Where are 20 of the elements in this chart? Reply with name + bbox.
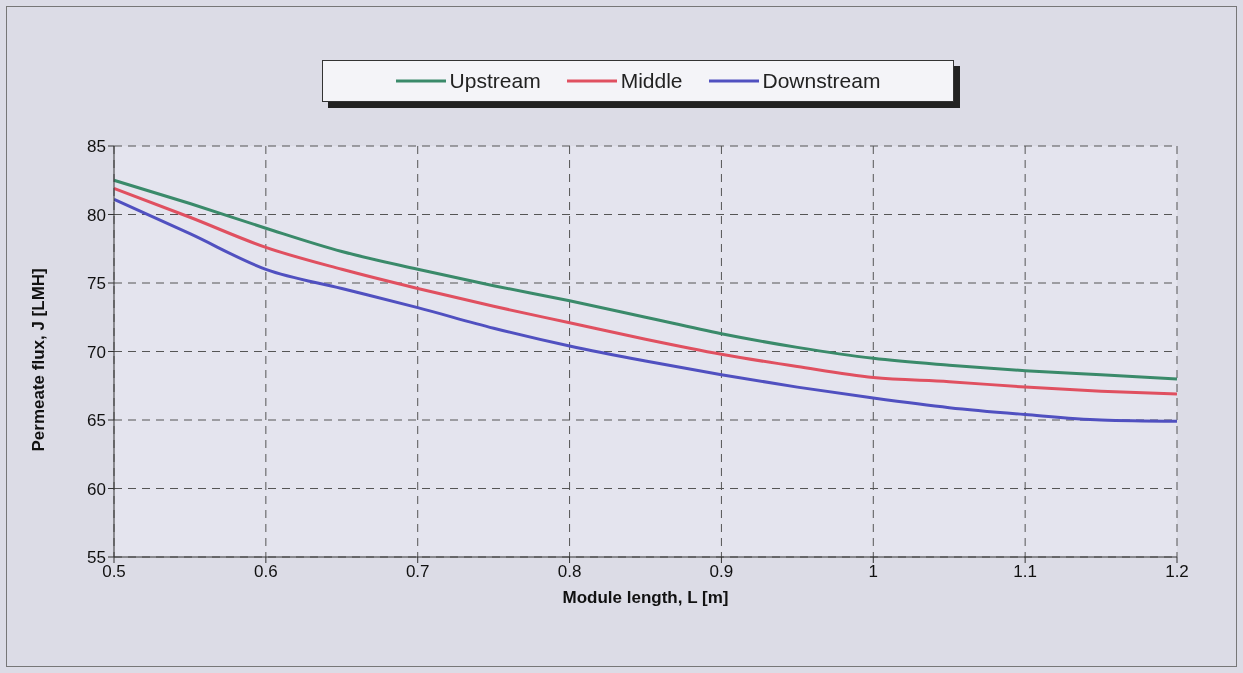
- x-tick-label: 0.7: [405, 562, 430, 582]
- legend-label: Downstream: [762, 69, 881, 93]
- y-tick-label: 85: [87, 137, 106, 157]
- x-tick-label: 0.9: [709, 562, 734, 582]
- x-axis-title: Module length, L [m]: [562, 588, 729, 607]
- x-tick-label: 1.1: [1013, 562, 1037, 582]
- legend-label: Middle: [620, 69, 683, 93]
- y-axis-title: Permeate flux, J [LMH]: [29, 268, 49, 452]
- x-tick-label: 0.5: [102, 562, 126, 582]
- line-series: [114, 197, 1177, 423]
- x-tick-label: 0.8: [557, 562, 582, 582]
- y-tick-label: 60: [87, 479, 106, 499]
- y-tick-label: 70: [87, 342, 106, 362]
- x-tick-label: 0.6: [254, 562, 278, 582]
- y-tick-label: 75: [87, 274, 106, 294]
- x-tick-label: 1.2: [1165, 562, 1189, 582]
- legend-label: Upstream: [449, 69, 541, 93]
- x-tick-label: 1: [868, 562, 879, 582]
- y-tick-label: 65: [87, 411, 106, 431]
- y-tick-label: 80: [87, 205, 106, 225]
